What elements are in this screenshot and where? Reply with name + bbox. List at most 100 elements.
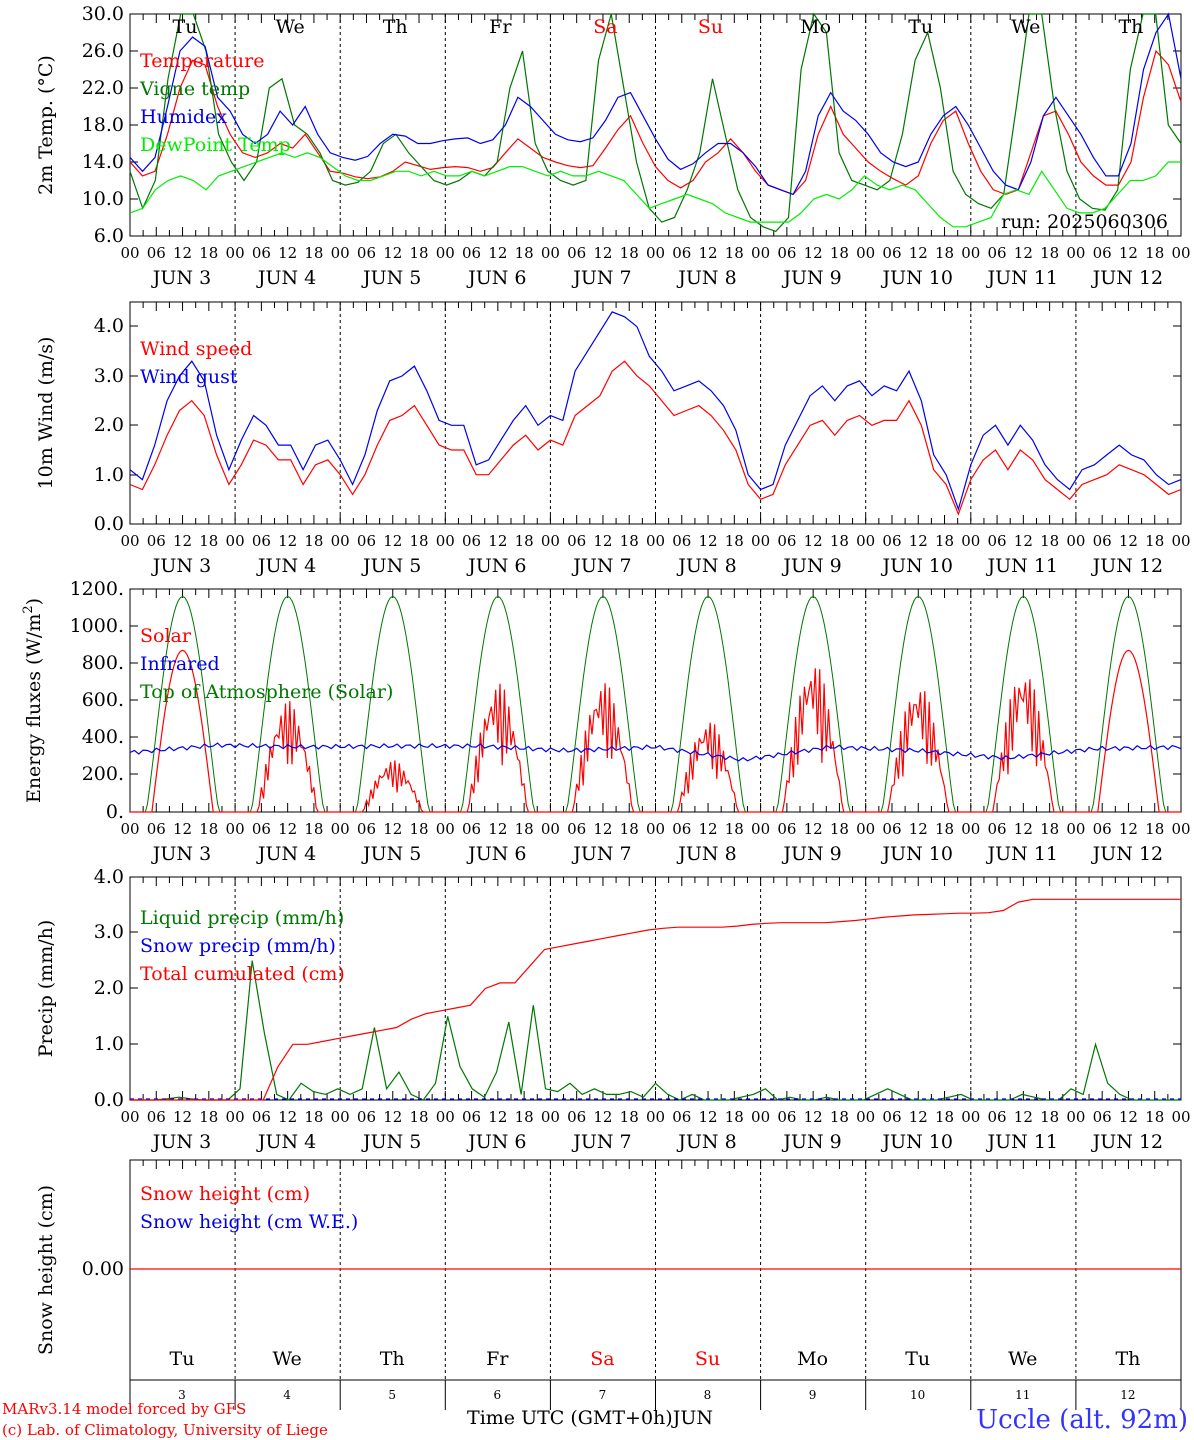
hour-label: 12 (1119, 244, 1138, 262)
hour-label: 18 (515, 820, 534, 838)
hour-label: 06 (252, 1108, 271, 1126)
hour-label: 12 (699, 244, 718, 262)
hour-label: 06 (357, 532, 376, 550)
day-number: 6 (493, 1388, 501, 1402)
hour-label: 12 (593, 820, 612, 838)
y-tick-label: 1200. (70, 578, 124, 600)
hour-label: 18 (935, 244, 954, 262)
series-line (129, 12, 1182, 196)
hour-label: 00 (751, 532, 770, 550)
hour-label: 06 (252, 244, 271, 262)
hour-label: 00 (226, 244, 245, 262)
date-label: JUN 6 (466, 1131, 526, 1153)
hour-label: 12 (804, 820, 823, 838)
y-tick-label: 2.0 (94, 977, 124, 999)
day-number: 3 (178, 1388, 186, 1402)
hour-label: 06 (672, 820, 691, 838)
day-number: 8 (704, 1388, 712, 1402)
hour-label: 12 (1014, 532, 1033, 550)
hour-label: 00 (646, 244, 665, 262)
day-number: 7 (599, 1388, 607, 1402)
hour-label: 00 (436, 1108, 455, 1126)
hour-label: 18 (1145, 244, 1164, 262)
hour-label: 12 (593, 532, 612, 550)
hour-label: 12 (1014, 820, 1033, 838)
hour-label: 18 (1040, 1108, 1059, 1126)
hour-label: 06 (357, 244, 376, 262)
hour-label: 12 (488, 532, 507, 550)
legend-entry: Total cumulated (cm) (140, 963, 345, 985)
day-number: 10 (910, 1388, 925, 1402)
hour-label: 00 (120, 532, 139, 550)
date-label: JUN 6 (466, 843, 526, 865)
hour-label: 18 (830, 532, 849, 550)
hour-label: 18 (935, 532, 954, 550)
weekday-label: Sa (590, 1348, 614, 1370)
hour-label: 06 (988, 820, 1007, 838)
y-axis-title: Snow height (cm) (35, 1185, 57, 1355)
hour-label: 06 (462, 244, 481, 262)
hour-label: 18 (199, 532, 218, 550)
y-axis-title: 2m Temp. (°C) (35, 55, 57, 195)
date-label: JUN 8 (676, 843, 736, 865)
date-label: JUN 9 (781, 1131, 841, 1153)
hour-label: 18 (304, 532, 323, 550)
hour-label: 06 (1093, 244, 1112, 262)
date-label: JUN 7 (571, 1131, 631, 1153)
legend-entry: Snow precip (mm/h) (140, 935, 336, 957)
legend-entry: Snow height (cm W.E.) (140, 1211, 358, 1233)
hour-label: 00 (541, 244, 560, 262)
hour-label: 12 (488, 244, 507, 262)
y-tick-label: 0.0 (94, 513, 124, 535)
date-label: JUN 8 (676, 267, 736, 289)
date-label: JUN 11 (986, 843, 1058, 865)
hour-label: 00 (541, 532, 560, 550)
hour-label: 12 (804, 244, 823, 262)
hour-label: 06 (777, 1108, 796, 1126)
series-line (129, 152, 1181, 228)
weekday-label: Mo (800, 16, 831, 38)
hour-label: 12 (909, 532, 928, 550)
hour-label: 12 (593, 1108, 612, 1126)
y-tick-label: 1.0 (94, 1033, 124, 1055)
date-label: JUN 3 (151, 843, 211, 865)
hour-label: 18 (304, 1108, 323, 1126)
y-tick-label: 14.0 (82, 151, 124, 173)
y-tick-label: 1.0 (94, 464, 124, 486)
y-tick-label: 10.0 (82, 188, 124, 210)
y-tick-label: 30.0 (82, 3, 124, 25)
legend-entry: Humidex (140, 106, 227, 128)
series-line (129, 742, 1182, 762)
hour-label: 00 (120, 244, 139, 262)
hour-label: 18 (1040, 244, 1059, 262)
legend-entry: Wind speed (140, 338, 252, 360)
legend-entry: Infrared (140, 653, 220, 675)
legend-entry: DewPoint Temp (140, 134, 291, 156)
date-label: JUN 7 (571, 843, 631, 865)
y-tick-label: 4.0 (94, 866, 124, 888)
day-number: 5 (388, 1388, 396, 1402)
hour-label: 12 (383, 532, 402, 550)
hour-label: 18 (199, 244, 218, 262)
hour-label: 00 (541, 820, 560, 838)
hour-label: 00 (1066, 532, 1085, 550)
hour-label: 18 (409, 244, 428, 262)
hour-label: 12 (699, 820, 718, 838)
date-label: JUN 4 (256, 1131, 316, 1153)
date-label: JUN 10 (880, 843, 952, 865)
hour-label: 18 (199, 820, 218, 838)
y-axis-title: Energy fluxes (W/m2) (21, 598, 45, 803)
hour-label: 12 (1014, 244, 1033, 262)
weekday-label: Su (698, 16, 723, 38)
date-label: JUN 12 (1091, 843, 1163, 865)
hour-label: 06 (882, 532, 901, 550)
hour-label: 00 (541, 1108, 560, 1126)
date-label: JUN 4 (256, 843, 316, 865)
date-label: JUN 10 (880, 555, 952, 577)
hour-label: 06 (147, 244, 166, 262)
hour-label: 06 (882, 820, 901, 838)
hour-label: 12 (173, 820, 192, 838)
y-tick-label: 22.0 (82, 77, 124, 99)
day-number: 4 (283, 1388, 291, 1402)
date-label: JUN 11 (986, 555, 1058, 577)
